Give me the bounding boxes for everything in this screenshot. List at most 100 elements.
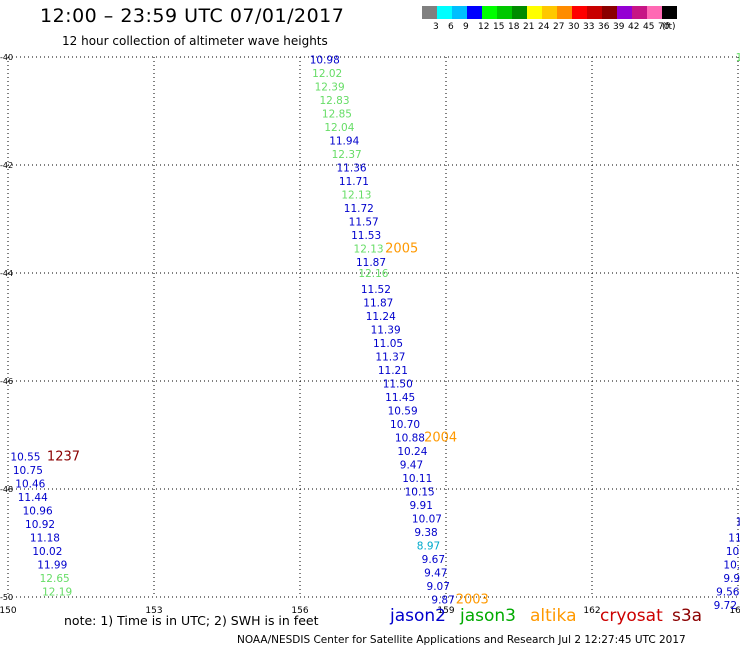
- wave-height-label: 10.70: [390, 419, 420, 431]
- y-tick-label: -50: [0, 593, 13, 602]
- legend-item-altika: altika: [530, 606, 577, 626]
- x-tick-label: 159: [437, 606, 454, 616]
- wave-height-label: 9.87: [431, 595, 454, 607]
- color-scale-label: 18: [508, 22, 520, 32]
- wave-height-label: 12.04: [324, 122, 354, 134]
- color-scale-label: 27: [553, 22, 565, 32]
- y-tick-label: -42: [0, 161, 13, 170]
- x-tick-label: 156: [291, 606, 308, 616]
- wave-height-label: 10.55: [10, 452, 40, 464]
- legend-item-s3a: s3a: [672, 606, 703, 626]
- color-swatch: [572, 6, 587, 19]
- wave-height-label: 11.21: [378, 365, 408, 377]
- x-tick-label: 162: [583, 606, 600, 616]
- wave-height-label: 11.05: [373, 338, 403, 350]
- note-text: note: 1) Time is in UTC; 2) SWH is in fe…: [64, 613, 319, 628]
- footer-text: NOAA/NESDIS Center for Satellite Applica…: [237, 634, 686, 646]
- y-tick-label: -48: [0, 485, 13, 494]
- axis-ticks: 150 153 156 159 162 165 -40 -42 -44 -46 -48 -50: [0, 53, 740, 616]
- wave-height-label: 11.45: [385, 392, 415, 404]
- wave-height-label: 9.07: [427, 581, 450, 593]
- color-scale-label: 21: [523, 22, 535, 32]
- color-scale-label: 3: [433, 22, 439, 32]
- wave-height-label: 10.96: [23, 506, 53, 518]
- y-tick-label: -46: [0, 377, 13, 386]
- x-tick-label: 150: [0, 606, 17, 616]
- wave-height-label: 10.07: [412, 514, 442, 526]
- color-swatch: [557, 6, 572, 19]
- grid: [7, 56, 739, 598]
- color-scale-label: 6: [448, 22, 454, 32]
- color-scale-label: 70: [658, 22, 670, 32]
- wave-height-label: 11.87: [363, 298, 393, 310]
- color-scale-label: 24: [538, 22, 550, 32]
- color-swatch: [497, 6, 512, 19]
- wave-height-label: 12.19: [42, 587, 72, 599]
- wave-height-label: 11.24: [366, 311, 396, 323]
- wave-height-label: 12.02: [312, 68, 342, 80]
- wave-height-label: 10.46: [15, 479, 45, 491]
- color-swatch: [452, 6, 467, 19]
- color-swatch: [587, 6, 602, 19]
- wave-height-label: 10.98: [310, 55, 340, 67]
- x-tick-label: 165: [729, 606, 740, 616]
- color-scale-label: (ft): [662, 22, 676, 32]
- wave-height-label: 9.47: [424, 568, 447, 580]
- wave-height-label: 10.59: [388, 406, 418, 418]
- time-label: 2005: [385, 242, 418, 257]
- color-scale-label: 33: [583, 22, 595, 32]
- color-scale-label: 42: [628, 22, 640, 32]
- time-label: 2004: [424, 431, 457, 446]
- color-swatch: [512, 6, 527, 19]
- wave-height-label: 12.65: [40, 573, 70, 585]
- wave-height-label: 11.37: [375, 352, 405, 364]
- wave-height-label: 11.36: [337, 163, 367, 175]
- wave-height-label: 10.88: [395, 433, 425, 445]
- color-scale-label: 30: [568, 22, 580, 32]
- color-scale-label: 45: [643, 22, 655, 32]
- color-swatch: [632, 6, 647, 19]
- wave-height-label: 11.87: [356, 257, 386, 269]
- wave-height-label: 11.39: [371, 325, 401, 337]
- wave-height-label: 12.16: [358, 268, 388, 280]
- legend-item-cryosat: cryosat: [600, 606, 663, 626]
- color-swatch: [602, 6, 617, 19]
- color-swatch: [482, 6, 497, 19]
- wave-height-label: 10.11: [402, 473, 432, 485]
- wave-height-label: 11.99: [37, 560, 67, 572]
- y-tick-label: -44: [0, 269, 13, 278]
- wave-height-label: 10.: [726, 546, 740, 558]
- color-scale-label: 12: [478, 22, 490, 32]
- wave-height-label: 11.50: [383, 379, 413, 391]
- color-scale-label: 15: [493, 22, 505, 32]
- x-tick-label: 153: [145, 606, 162, 616]
- color-scale-label: 39: [613, 22, 625, 32]
- wave-height-label: 11.94: [329, 136, 359, 148]
- wave-height-label: 12.13: [354, 244, 384, 256]
- color-scale-label: 9: [463, 22, 469, 32]
- wave-height-label: 8.97: [417, 541, 440, 553]
- wave-height-label: 9.56: [716, 587, 740, 599]
- wave-height-label: 11.18: [30, 533, 60, 545]
- wave-height-label: 10.75: [13, 465, 43, 477]
- y-tick-label: -40: [0, 53, 13, 62]
- color-swatch: [527, 6, 542, 19]
- wave-height-label: 11.72: [344, 203, 374, 215]
- legend-item-jason3: jason3: [460, 606, 516, 626]
- wave-height-label: 11: [728, 533, 740, 545]
- color-swatch: [467, 6, 482, 19]
- color-swatch: [662, 6, 677, 19]
- wave-height-label: 10.02: [32, 546, 62, 558]
- wave-height-label: 11.53: [351, 230, 381, 242]
- wave-height-label: 10.24: [397, 446, 427, 458]
- chart-subtitle: 12 hour collection of altimeter wave hei…: [62, 34, 328, 48]
- color-swatch: [422, 6, 437, 19]
- wave-height-label: 9.67: [422, 554, 445, 566]
- wave-height-label: 9.38: [414, 527, 437, 539]
- color-swatch: [542, 6, 557, 19]
- wave-height-label: 11.44: [18, 492, 48, 504]
- color-swatch: [647, 6, 662, 19]
- wave-height-label: 12.83: [319, 95, 349, 107]
